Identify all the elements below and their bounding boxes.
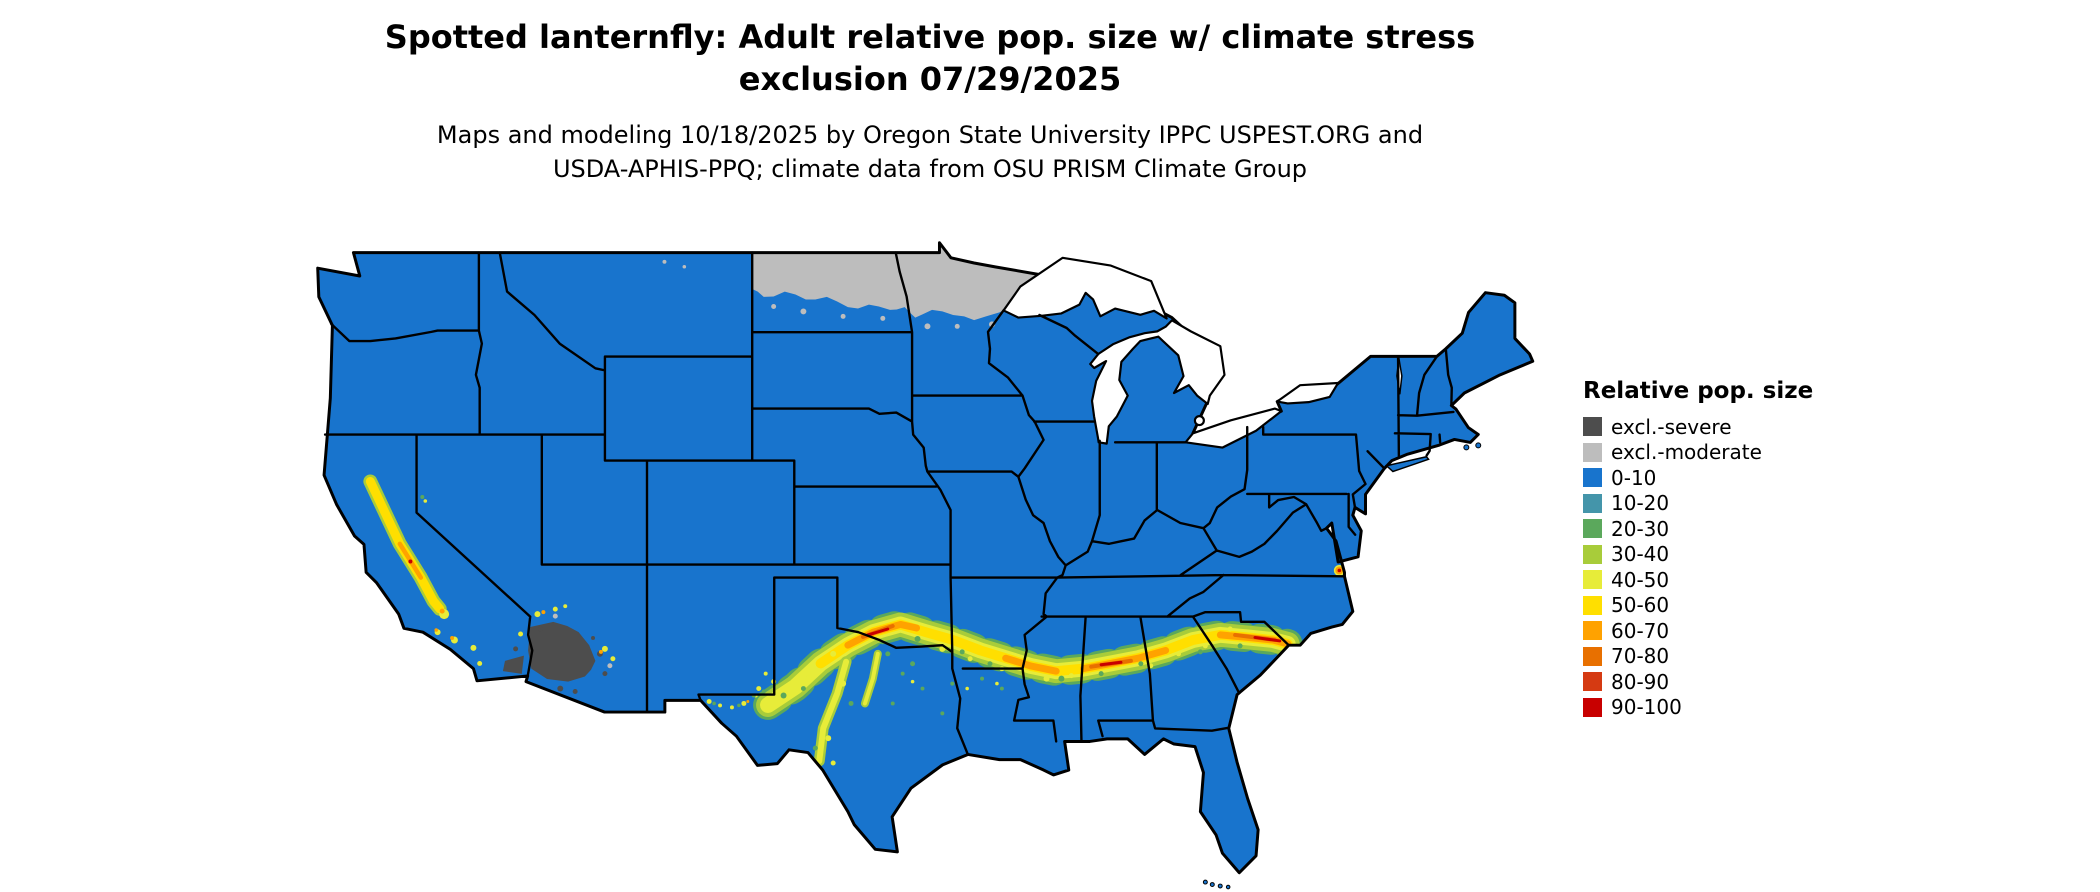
legend-label: 10-20 <box>1611 491 1670 516</box>
legend-item: 50-60 <box>1583 593 1813 619</box>
legend-swatch <box>1583 672 1602 692</box>
map-legend: Relative pop. size excl.-severe excl.-mod… <box>1583 378 1813 720</box>
legend-item: 10-20 <box>1583 491 1813 517</box>
subtitle-line-2: USDA-APHIS-PPQ; climate data from OSU PR… <box>552 155 1308 183</box>
title-line-2: exclusion 07/29/2025 <box>738 60 1122 98</box>
title-line-1: Spotted lanternfly: Adult relative pop. … <box>384 18 1476 56</box>
state-borders <box>323 251 1455 756</box>
legend-label: 50-60 <box>1611 593 1670 618</box>
legend-item: 80-90 <box>1583 669 1813 695</box>
legend-label: 40-50 <box>1611 567 1670 592</box>
legend-item: 0-10 <box>1583 465 1813 491</box>
legend-label: 20-30 <box>1611 516 1670 541</box>
legend-swatch <box>1583 468 1602 488</box>
long-island <box>1384 455 1430 473</box>
us-map-canvas <box>316 241 1535 890</box>
legend-item: 30-40 <box>1583 542 1813 568</box>
lake-ontario <box>1276 381 1340 405</box>
legend-swatch <box>1583 442 1602 462</box>
legend-items: excl.-severe excl.-moderate 0-10 10-20 20-30… <box>1583 414 1813 720</box>
legend-item: 40-50 <box>1583 567 1813 593</box>
legend-title: Relative pop. size <box>1583 378 1814 404</box>
southwest-exclusion-severe <box>502 621 608 695</box>
legend-item: excl.-severe <box>1583 414 1813 440</box>
southwest-warm-specks <box>518 604 616 662</box>
legend-swatch <box>1583 697 1602 717</box>
page-subtitle: Maps and modeling 10/18/2025 by Oregon S… <box>0 118 1860 186</box>
subtitle-line-1: Maps and modeling 10/18/2025 by Oregon S… <box>436 121 1424 149</box>
great-lakes <box>1002 256 1403 449</box>
legend-label: 60-70 <box>1611 618 1670 643</box>
legend-label: 30-40 <box>1611 542 1670 567</box>
legend-item: 60-70 <box>1583 618 1813 644</box>
legend-label: excl.-severe <box>1611 414 1732 439</box>
nation-fill <box>317 242 1533 873</box>
legend-swatch <box>1583 544 1602 564</box>
lake-st-clair <box>1193 415 1205 427</box>
lake-erie <box>1184 407 1283 449</box>
legend-label: 90-100 <box>1611 695 1682 720</box>
us-map <box>305 237 1540 892</box>
legend-item: 70-80 <box>1583 644 1813 670</box>
legend-item: 90-100 <box>1583 695 1813 721</box>
florida-keys <box>1202 879 1231 890</box>
legend-swatch <box>1583 570 1602 590</box>
legend-swatch <box>1583 417 1602 437</box>
new-england-islands <box>1463 442 1482 451</box>
southern-population-band <box>753 609 1303 767</box>
lake-michigan-huron <box>1089 319 1226 445</box>
page-title: Spotted lanternfly: Adult relative pop. … <box>0 16 1860 100</box>
nation-outline <box>316 241 1535 875</box>
legend-item: excl.-moderate <box>1583 440 1813 466</box>
legend-item: 20-30 <box>1583 516 1813 542</box>
legend-swatch <box>1583 595 1602 615</box>
legend-label: excl.-moderate <box>1611 440 1762 465</box>
legend-label: 80-90 <box>1611 669 1670 694</box>
legend-swatch <box>1583 621 1602 641</box>
legend-swatch <box>1583 646 1602 666</box>
california-coast-specks <box>408 495 483 666</box>
lake-superior <box>1002 256 1168 320</box>
legend-swatch <box>1583 519 1602 539</box>
legend-label: 0-10 <box>1611 465 1657 490</box>
coastal-islands <box>1202 442 1482 890</box>
legend-swatch <box>1583 493 1602 513</box>
legend-label: 70-80 <box>1611 644 1670 669</box>
